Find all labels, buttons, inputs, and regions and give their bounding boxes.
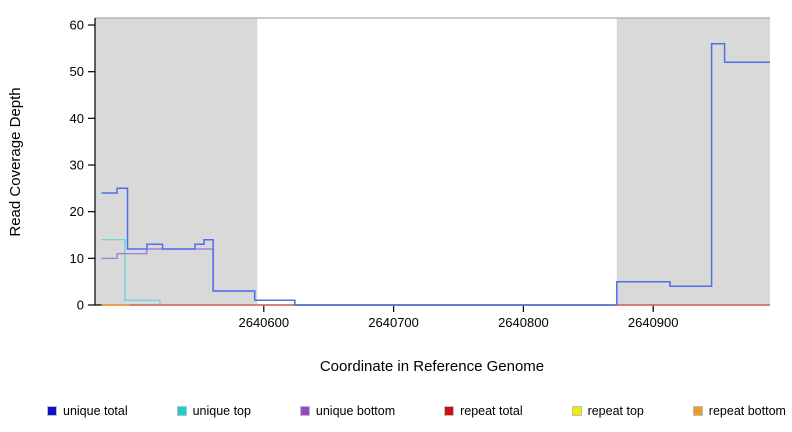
legend-swatch-repeat-total (444, 406, 455, 416)
legend-item-repeat-top: repeat top (571, 404, 644, 418)
y-tick-label: 40 (70, 111, 84, 126)
legend-swatch-unique-total (47, 406, 57, 416)
legend-swatch-repeat-top (571, 406, 582, 416)
y-tick-label: 0 (77, 298, 84, 313)
y-tick-label: 10 (70, 251, 84, 266)
legend-item-unique-top: unique top (176, 404, 251, 418)
x-tick-label: 2640700 (368, 315, 419, 330)
shaded-region (95, 18, 258, 305)
y-tick-label: 20 (70, 204, 84, 219)
legend-swatch-unique-top (176, 406, 187, 416)
y-tick-label: 60 (70, 18, 84, 33)
legend-label: repeat bottom (708, 404, 786, 418)
legend-label: unique total (63, 404, 128, 418)
legend-label: repeat total (460, 404, 523, 418)
chart-layers: 0 10 20 30 40 50 60 2640600 2640700 2640800 264090… (70, 17, 770, 330)
legend-swatch-unique-bottom (299, 406, 310, 416)
shaded-region (616, 18, 770, 305)
x-tick-label: 2640900 (628, 315, 679, 330)
legend: unique total unique top unique bottom repea… (47, 398, 786, 424)
legend-swatch-repeat-bottom (692, 406, 703, 416)
y-tick-label: 50 (70, 64, 84, 79)
x-tick-label: 2640600 (238, 315, 289, 330)
legend-item-repeat-bottom: repeat bottom (692, 404, 786, 418)
legend-label: repeat top (587, 404, 644, 418)
y-tick-label: 30 (70, 158, 84, 173)
legend-item-repeat-total: repeat total (444, 404, 523, 418)
x-axis-label: Coordinate in Reference Genome (320, 358, 544, 375)
legend-label: unique top (192, 404, 251, 418)
x-tick-label: 2640800 (498, 315, 549, 330)
legend-label: unique bottom (315, 404, 396, 418)
legend-item-unique-bottom: unique bottom (299, 404, 396, 418)
y-axis-label: Read Coverage Depth (7, 87, 24, 236)
series-unique-total (101, 42, 770, 306)
legend-item-unique-total: unique total (47, 404, 128, 418)
chart-svg: 0 10 20 30 40 50 60 2640600 2640700 2640800 264090… (7, 17, 770, 375)
